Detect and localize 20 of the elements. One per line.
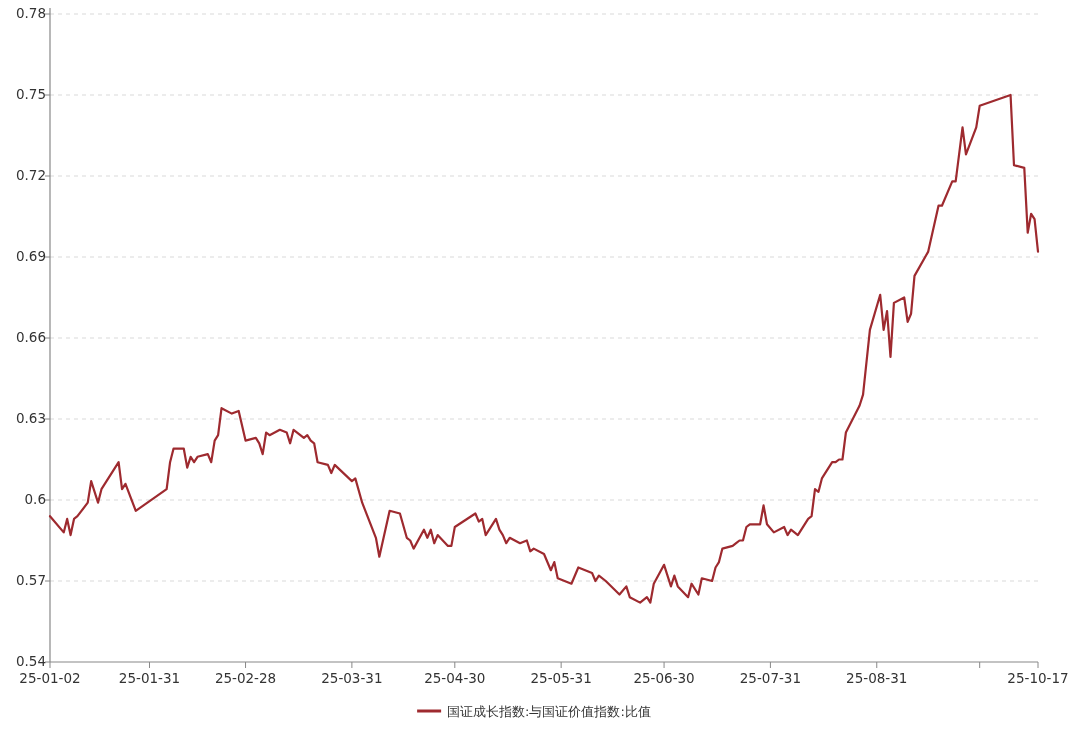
x-tick-label: 25-06-30: [633, 670, 695, 686]
y-tick-label: 0.69: [15, 248, 46, 264]
x-tick-label: 25-07-31: [739, 670, 802, 686]
y-tick-label: 0.75: [15, 86, 46, 102]
x-tick-label: 25-01-31: [118, 670, 181, 686]
y-tick-label: 0.54: [15, 653, 46, 669]
x-tick-label: 25-02-28: [214, 670, 277, 686]
x-tick-label: 25-05-31: [530, 670, 592, 686]
y-tick-label: 0.66: [15, 329, 46, 345]
y-tick-label: 0.6: [24, 491, 46, 507]
legend: 国证成长指数:与国证价值指数:比值: [417, 704, 651, 719]
y-tick-label: 0.72: [15, 167, 46, 183]
x-tick-label: 25-10-17: [1007, 670, 1069, 686]
y-tick-label: 0.78: [15, 5, 46, 21]
y-tick-label: 0.57: [15, 572, 46, 588]
x-tick-label: 25-03-31: [321, 670, 383, 686]
x-tick-label: 25-04-30: [424, 670, 486, 686]
x-tick-label: 25-01-02: [19, 670, 81, 686]
x-tick-label: 25-08-31: [846, 670, 908, 686]
y-tick-label: 0.63: [15, 410, 46, 426]
